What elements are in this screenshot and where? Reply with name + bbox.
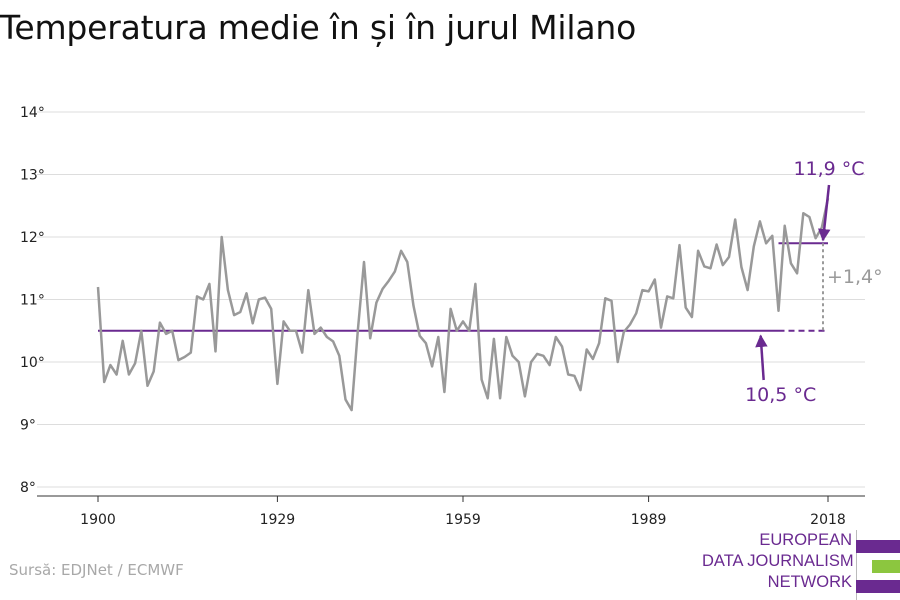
y-tick-label: 14° (20, 105, 45, 121)
logo-bar (856, 580, 900, 593)
recent-value-label: 11,9 °C (793, 158, 864, 180)
logo-line: NETWORK (767, 573, 852, 591)
chart-title: Temperatura medie în și în jurul Milano (0, 8, 637, 47)
recent-arrow (818, 184, 831, 242)
x-axis: 1900 1929 1959 1989 2018 (37, 495, 865, 528)
y-tick-label: 13° (20, 168, 45, 184)
x-tick-label: 1989 (631, 512, 667, 528)
x-tick-label: 1900 (80, 512, 116, 528)
x-tick-label: 1929 (260, 512, 296, 528)
temperature-line-chart: 8° 9° 10° 11° 12° 13° 14° 1900 1929 1959 1989 2018… (20, 105, 883, 528)
x-tick-label: 2018 (810, 512, 846, 528)
baseline-value-label: 10,5 °C (745, 384, 816, 406)
y-tick-label: 10° (20, 355, 45, 371)
logo-line: DATA JOURNALISM (702, 552, 854, 570)
grid-lines (37, 111, 865, 488)
annotations: +1,4° 10,5 °C 11,9 °C (745, 158, 883, 406)
logo-bars (856, 540, 900, 600)
y-tick-label: 12° (20, 230, 45, 246)
baseline-arrow (755, 334, 768, 381)
difference-label: +1,4° (827, 266, 883, 288)
logo-text: EUROPEAN DATA JOURNALISM NETWORK (702, 530, 854, 593)
source-note: Sursă: EDJNet / ECMWF (9, 561, 184, 579)
y-tick-label: 8° (20, 480, 36, 496)
logo-line: EUROPEAN (759, 531, 852, 549)
edjnet-logo[interactable]: EUROPEAN DATA JOURNALISM NETWORK (700, 530, 900, 600)
temperature-series-line (96, 198, 830, 412)
y-tick-label: 11° (20, 293, 45, 309)
y-tick-labels: 8° 9° 10° 11° 12° 13° 14° (20, 105, 45, 496)
logo-bar (856, 540, 900, 553)
y-tick-label: 9° (20, 418, 36, 434)
x-tick-label: 1959 (445, 512, 481, 528)
logo-bar (872, 560, 900, 573)
series-lines (96, 198, 830, 412)
logo-divider (856, 530, 857, 600)
